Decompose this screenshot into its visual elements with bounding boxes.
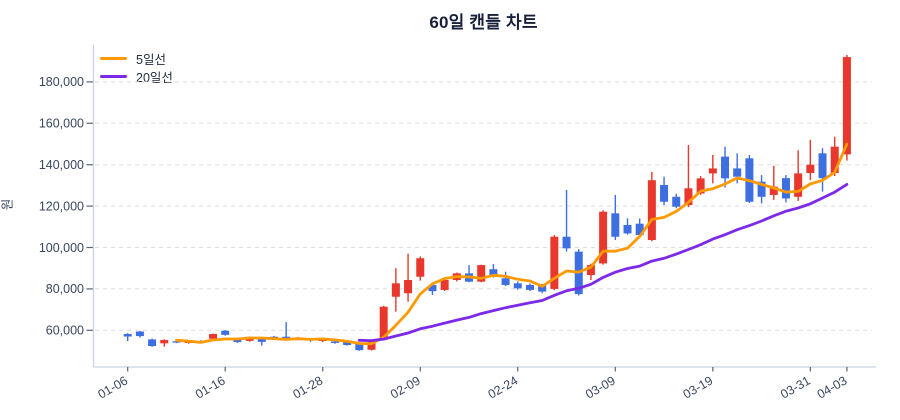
candle-body-down	[123, 334, 132, 337]
legend: 5일선 20일선	[100, 49, 173, 85]
legend-item-ma5: 5일선	[100, 49, 173, 67]
candle-body-up	[379, 306, 388, 339]
candle-body-down	[355, 343, 364, 351]
candle-body-down	[721, 156, 730, 179]
candle-body-down	[330, 341, 339, 343]
x-tick-label: 02-24	[486, 373, 521, 401]
legend-label-ma5: 5일선	[136, 52, 166, 67]
x-tick-label: 01-06	[96, 373, 131, 401]
x-tick-label: 02-09	[388, 373, 423, 401]
candle-body-down	[489, 269, 498, 277]
candle-body-down	[257, 337, 266, 342]
y-tick-label: 80,000	[46, 282, 84, 296]
candle-body-up	[404, 279, 413, 294]
candle-body-down	[428, 284, 437, 292]
candle-body-down	[660, 184, 669, 202]
x-tick-label: 03-09	[583, 373, 618, 401]
candle-body-down	[562, 236, 571, 249]
y-tick-label: 140,000	[39, 158, 84, 172]
candle-body-up	[708, 168, 717, 174]
candle-body-up	[416, 258, 425, 277]
candle-body-down	[623, 224, 632, 234]
ma5-line-swatch	[100, 56, 127, 60]
candle-body-up	[160, 340, 169, 344]
legend-item-ma20: 20일선	[100, 67, 173, 85]
y-tick-label: 120,000	[39, 199, 84, 213]
x-tick-label: 01-16	[193, 373, 228, 401]
candle-body-down	[818, 153, 827, 179]
candle-body-down	[501, 278, 510, 285]
candle-body-up	[830, 146, 839, 173]
candle-body-down	[733, 168, 742, 177]
candle-body-up	[599, 211, 608, 264]
candle-body-up	[586, 265, 595, 276]
candle-body-down	[513, 283, 522, 289]
candle-body-up	[440, 279, 449, 290]
ma5-line	[175, 142, 849, 346]
legend-label-ma20: 20일선	[136, 70, 173, 85]
candle-body-up	[794, 173, 803, 197]
candle-body-down	[221, 330, 230, 335]
candle-body-up	[806, 164, 815, 173]
candle-body-down	[757, 181, 766, 197]
candle-body-down	[172, 341, 181, 343]
candle-body-up	[769, 186, 778, 195]
chart-title: 60일 캔들 차트	[429, 13, 538, 32]
candle-body-up	[842, 57, 851, 155]
candle-body-up	[696, 178, 705, 194]
candle-body-down	[635, 223, 644, 236]
candle-body-up	[477, 265, 486, 282]
candle-body-down	[525, 284, 534, 290]
x-tick-label: 03-19	[681, 373, 716, 401]
y-tick-label: 60,000	[46, 324, 84, 338]
y-tick-label: 100,000	[39, 241, 84, 255]
candle-body-up	[684, 188, 693, 206]
candle-body-down	[611, 213, 620, 237]
candle-body-down	[135, 331, 144, 337]
x-tick-label: 01-28	[291, 373, 326, 401]
ma20-line-swatch	[100, 74, 127, 78]
ma20-line	[357, 183, 849, 342]
candle-body-down	[538, 284, 547, 292]
candle-body-up	[391, 283, 400, 297]
candle-body-down	[343, 341, 352, 345]
candle-body-down	[282, 336, 291, 339]
x-tick-label: 04-03	[815, 373, 850, 401]
y-tick-label: 180,000	[39, 75, 84, 89]
x-tick-label: 03-31	[778, 373, 813, 401]
candle-body-down	[148, 339, 157, 347]
candle-body-up	[647, 180, 656, 241]
candle-body-down	[781, 178, 790, 199]
candle-body-up	[209, 334, 218, 339]
y-tick-label: 160,000	[39, 117, 84, 131]
candle-body-up	[550, 236, 559, 289]
candle-body-down	[672, 196, 681, 207]
candle-body-up	[367, 341, 376, 350]
